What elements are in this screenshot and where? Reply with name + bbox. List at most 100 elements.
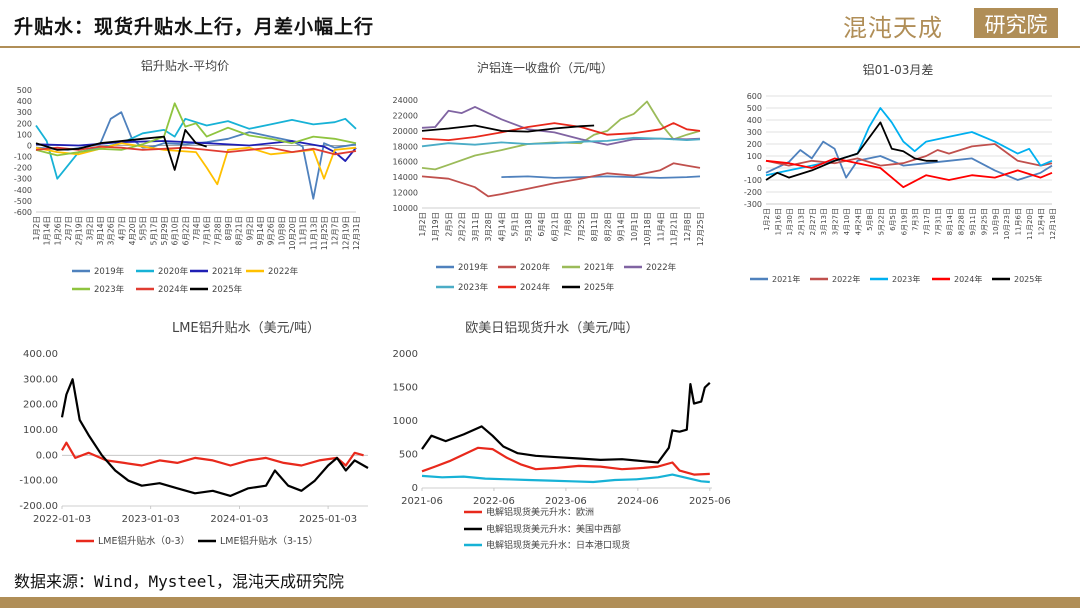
x-tick-label: 1月2日 [763, 208, 771, 231]
series-line [421, 136, 701, 148]
x-tick-label: 6月10日 [171, 216, 180, 245]
x-tick-label: 8月14日 [946, 208, 954, 235]
chart-lme-aluminum-premium: LME铝升贴水（美元/吨） -200.00 -100.00 0.00 100.00 200… [19, 321, 369, 547]
data-source: 数据来源：Wind，Mysteel，混沌天成研究院 [14, 572, 344, 591]
logo-box [974, 8, 1058, 38]
y-tick-label: 10000 [393, 204, 418, 213]
y-tick-label: 400.00 [23, 349, 58, 360]
x-tick-label: 11月21日 [670, 212, 679, 246]
y-tick-label: 200 [747, 140, 762, 149]
x-tick-label: 10月1日 [630, 212, 639, 241]
y-tick-label: 200.00 [23, 400, 58, 411]
legend-label: 2020年 [158, 266, 189, 277]
x-tick-label: 4月24日 [855, 208, 863, 235]
x-tick-label: 2月22日 [458, 212, 467, 241]
x-tick-label: 2023-01-03 [122, 514, 180, 525]
x-tick-label: 8月9日 [224, 216, 233, 241]
x-tick-label: 1月16日 [774, 208, 782, 235]
x-tick-label: 3月27日 [832, 208, 840, 235]
x-tick-label: 5月1日 [511, 212, 520, 237]
legend-label: 2023年 [94, 284, 125, 295]
x-tick-label: 2022-01-03 [33, 514, 91, 525]
legend-label: 2024年 [520, 282, 551, 293]
y-tick-label: 0.00 [36, 450, 58, 461]
x-tick-label: 2月7日 [64, 216, 73, 241]
x-tick-label: 12月4日 [1038, 208, 1046, 235]
x-tick-label: 2月13日 [797, 208, 805, 235]
chart-title: 沪铝连一收盘价（元/吨） [477, 60, 613, 75]
x-tick-label: 1月2日 [418, 212, 427, 237]
legend-label: 2025年 [212, 284, 243, 295]
legend-label: 2021年 [772, 274, 800, 284]
legend-label: 2021年 [584, 262, 615, 273]
series-line [35, 145, 357, 156]
legend-label: 2021年 [212, 266, 243, 277]
y-tick-label: 500 [399, 450, 418, 461]
x-tick-label: 10月9日 [992, 208, 1000, 235]
x-tick-label: 5月29日 [160, 216, 169, 245]
x-tick-label: 8月28日 [957, 208, 965, 235]
series-line [421, 446, 710, 476]
y-tick-label: 14000 [393, 173, 418, 182]
series-line [35, 111, 357, 200]
chart-spot-premium-regions: 欧美日铝现货升水（美元/吨） 0 500 1000 1500 2000 2021-06 202… [393, 320, 731, 551]
x-tick-label: 10月18日 [643, 212, 652, 246]
y-tick-label: 12000 [393, 189, 418, 198]
x-tick-label: 5月17日 [149, 216, 158, 245]
y-tick-label: -100 [744, 176, 762, 185]
legend-label: 2019年 [458, 262, 489, 273]
series-line [60, 378, 369, 497]
chart-title: 铝升贴水-平均价 [141, 58, 229, 73]
footer-bar [0, 597, 1080, 608]
x-tick-label: 1月2日 [32, 216, 41, 241]
x-tick-label: 8月28日 [603, 212, 612, 241]
y-tick-label: 600 [747, 92, 762, 101]
y-tick-label: -500 [14, 197, 32, 206]
series-line [35, 129, 207, 171]
legend-label: 2022年 [646, 262, 677, 273]
x-tick-label: 2023-06 [545, 496, 587, 507]
series-line [421, 100, 701, 171]
x-tick-label: 4月14日 [497, 212, 506, 241]
y-tick-label: 18000 [393, 142, 418, 151]
x-tick-label: 9月26日 [267, 216, 276, 245]
legend-label: 2023年 [892, 274, 920, 284]
series-line [61, 441, 364, 467]
x-tick-label: 7月4日 [192, 216, 201, 241]
y-tick-label: -200 [744, 188, 762, 197]
x-tick-label: 7月31日 [935, 208, 943, 235]
x-tick-label: 5月22日 [877, 208, 885, 235]
y-tick-label: 0 [757, 164, 762, 173]
x-tick-label: 6月5日 [889, 208, 897, 231]
legend-label: 2020年 [520, 262, 551, 273]
x-tick-label: 2月5日 [444, 212, 453, 237]
x-tick-label: 12月7日 [331, 216, 340, 245]
x-tick-label: 11月25日 [320, 216, 329, 250]
x-tick-label: 3月14日 [96, 216, 105, 245]
x-tick-label: 3月11日 [471, 212, 480, 241]
x-tick-label: 2月27日 [809, 208, 817, 235]
series-line [421, 122, 701, 141]
x-tick-label: 5月5日 [139, 216, 148, 241]
y-tick-label: -300 [14, 175, 32, 184]
legend-label: 电解铝现货美元升水：日本港口现货 [486, 539, 630, 551]
legend-label: 2023年 [458, 282, 489, 293]
x-tick-label: 6月21日 [550, 212, 559, 241]
x-tick-label: 3月2日 [85, 216, 94, 241]
legend-label: 2025年 [584, 282, 615, 293]
series-line [765, 157, 1053, 189]
legend-label: 电解铝现货美元升水：美国中西部 [486, 523, 621, 535]
x-tick-label: 7月17日 [923, 208, 931, 235]
x-tick-label: 4月10日 [843, 208, 851, 235]
x-tick-label: 3月28日 [484, 212, 493, 241]
y-tick-label: -100 [14, 153, 32, 162]
series-line [35, 102, 357, 157]
y-tick-label: 24000 [393, 96, 418, 105]
series-line [765, 140, 1053, 181]
x-tick-label: 2025-06 [689, 496, 731, 507]
x-tick-label: 12月31日 [352, 216, 361, 250]
chart-aluminum-01-03-spread: 铝01-03月差 -300 -200 -100 0 100 200 300 400 500 600 1… [744, 62, 1057, 284]
x-tick-label: 2022-06 [473, 496, 515, 507]
x-tick-label: 7月25日 [577, 212, 586, 241]
y-tick-label: 400 [747, 116, 762, 125]
